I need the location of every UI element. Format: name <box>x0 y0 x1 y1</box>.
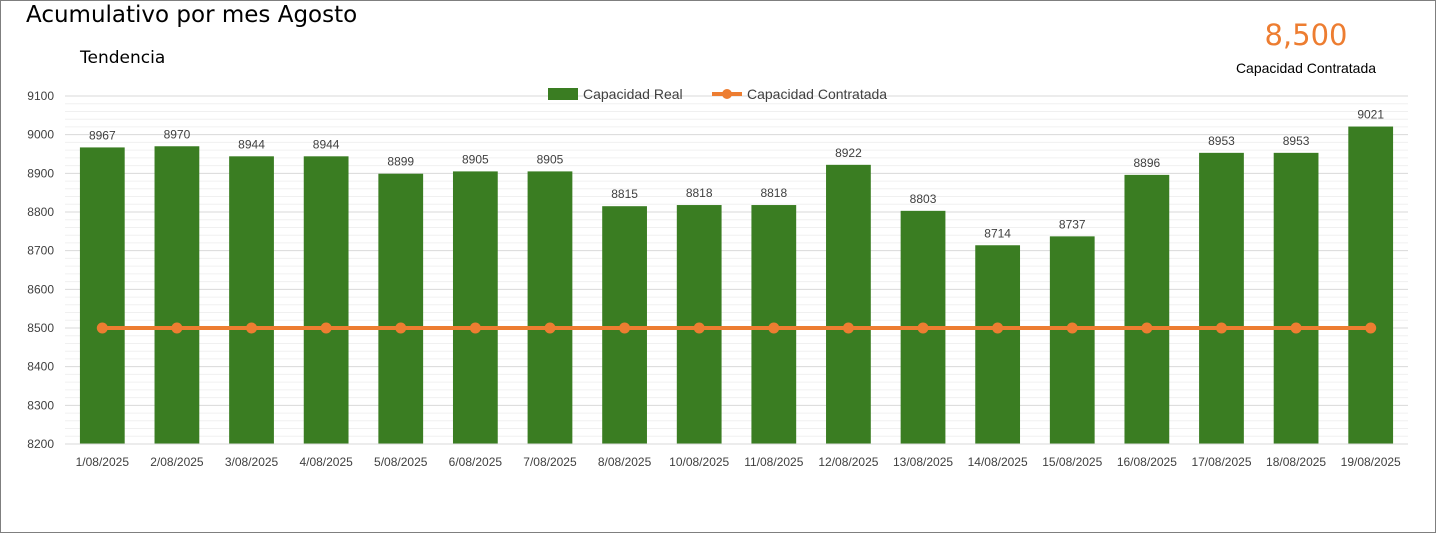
x-tick-label: 8/08/2025 <box>598 455 652 469</box>
line-marker <box>96 322 108 334</box>
line-marker <box>619 322 631 334</box>
line-marker <box>246 322 258 334</box>
line-marker <box>917 322 929 334</box>
y-tick-label: 8400 <box>27 360 54 374</box>
y-tick-label: 8900 <box>27 166 54 180</box>
x-tick-label: 15/08/2025 <box>1042 455 1102 469</box>
bar-data-label: 8818 <box>760 186 787 200</box>
bar-data-label: 8944 <box>238 137 265 151</box>
bar <box>154 146 200 444</box>
bar-data-label: 8899 <box>387 155 414 169</box>
bar-data-label: 8953 <box>1208 134 1235 148</box>
line-marker <box>171 322 183 334</box>
kpi-label: Capacidad Contratada <box>1235 60 1377 76</box>
line-marker <box>693 322 705 334</box>
x-tick-label: 12/08/2025 <box>818 455 878 469</box>
x-tick-label: 5/08/2025 <box>374 455 428 469</box>
bar <box>378 173 424 444</box>
y-tick-label: 8800 <box>27 205 54 219</box>
chart-title: Acumulativo por mes Agosto <box>26 2 358 28</box>
line-series <box>96 322 1377 334</box>
bar <box>1273 152 1319 444</box>
y-tick-label: 9000 <box>27 128 54 142</box>
bar-data-label: 8818 <box>686 186 713 200</box>
x-tick-label: 1/08/2025 <box>76 455 130 469</box>
bar <box>1348 126 1394 445</box>
bar <box>1049 236 1095 444</box>
bar-data-label: 8905 <box>462 152 489 166</box>
line-marker <box>1365 322 1377 334</box>
bar <box>826 164 871 444</box>
bar <box>452 171 498 444</box>
bar-data-label: 8970 <box>164 127 191 141</box>
bar <box>1124 174 1170 444</box>
line-marker <box>992 322 1004 334</box>
x-tick-label: 2/08/2025 <box>150 455 204 469</box>
y-tick-label: 8600 <box>27 282 54 296</box>
x-tick-label: 13/08/2025 <box>893 455 953 469</box>
x-tick-label: 17/08/2025 <box>1191 455 1251 469</box>
x-tick-label: 6/08/2025 <box>449 455 503 469</box>
bar-data-label: 8815 <box>611 187 638 201</box>
y-axis: 8200 8300 8400 8500 8600 8700 8800 8900 9000 9100 <box>27 89 54 451</box>
bar-data-label: 8922 <box>835 146 862 160</box>
y-tick-label: 9100 <box>27 89 54 103</box>
kpi-value: 8,500 <box>1264 18 1348 52</box>
bar-data-label: 8905 <box>537 152 564 166</box>
line-marker <box>320 322 332 334</box>
bar-data-label: 8803 <box>910 192 937 206</box>
line-marker <box>544 322 556 334</box>
chart-subtitle: Tendencia <box>80 48 166 68</box>
line-marker <box>842 322 854 334</box>
legend: Capacidad Real Capacidad Contratada <box>548 86 887 102</box>
line-marker <box>1141 322 1153 334</box>
bar-data-label: 8737 <box>1059 217 1086 231</box>
x-tick-label: 18/08/2025 <box>1266 455 1326 469</box>
x-tick-label: 16/08/2025 <box>1117 455 1177 469</box>
bar <box>79 147 125 444</box>
x-axis: 1/08/2025 2/08/2025 3/08/2025 4/08/2025 5/08… <box>65 443 1408 469</box>
bar <box>303 156 349 444</box>
x-tick-label: 19/08/2025 <box>1341 455 1401 469</box>
line-marker <box>768 322 780 334</box>
bar-data-label: 8967 <box>89 128 116 142</box>
y-tick-label: 8700 <box>27 244 54 258</box>
line-marker <box>395 322 407 334</box>
x-tick-label: 14/08/2025 <box>968 455 1028 469</box>
bar-data-label: 8714 <box>984 226 1011 240</box>
x-tick-label: 7/08/2025 <box>523 455 577 469</box>
bar <box>975 245 1021 444</box>
legend-label: Capacidad Contratada <box>747 86 887 102</box>
x-tick-label: 11/08/2025 <box>744 455 803 469</box>
line-marker <box>1066 322 1078 334</box>
line-marker <box>1215 322 1227 334</box>
x-tick-label: 10/08/2025 <box>669 455 729 469</box>
bar <box>229 156 274 444</box>
bar-data-label: 9021 <box>1357 108 1384 122</box>
bar-data-label: 8944 <box>313 137 340 151</box>
y-tick-label: 8500 <box>27 321 54 335</box>
x-tick-label: 3/08/2025 <box>225 455 279 469</box>
bar-data-labels: 8967 8970 8944 8944 8899 8905 8905 8815 8818 8818… <box>89 108 1384 241</box>
y-tick-label: 8300 <box>27 398 54 412</box>
x-tick-label: 4/08/2025 <box>299 455 353 469</box>
line-marker <box>1290 322 1302 334</box>
y-tick-label: 8200 <box>27 437 54 451</box>
legend-swatch-marker <box>722 89 732 99</box>
bar-series <box>79 126 1394 445</box>
bar <box>527 171 573 444</box>
legend-swatch-bar <box>548 88 578 100</box>
bar-data-label: 8896 <box>1134 156 1161 170</box>
bar <box>1199 152 1244 444</box>
line-marker <box>469 322 481 334</box>
legend-label: Capacidad Real <box>583 86 683 102</box>
bar-data-label: 8953 <box>1283 134 1310 148</box>
